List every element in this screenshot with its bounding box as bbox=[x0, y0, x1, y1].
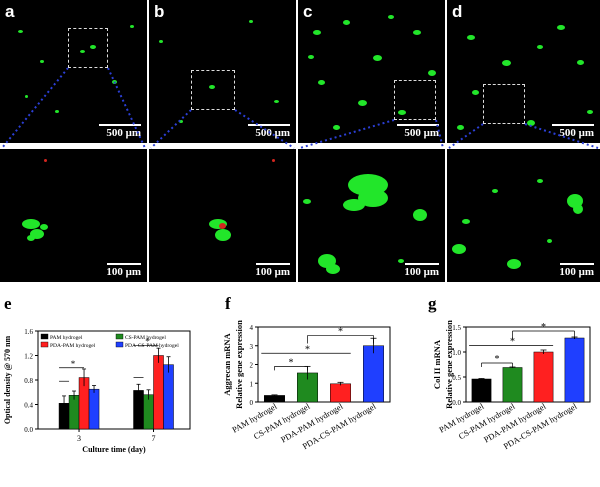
y-tick-label-g: 0.0 bbox=[452, 399, 461, 407]
y-tick-label-g: 1.0 bbox=[452, 349, 461, 357]
y-axis-title-g: Col II mRNA bbox=[432, 339, 442, 389]
scale-label-a: 500 μm bbox=[106, 127, 141, 139]
legend-label-e: PDA-PAM hydrogel bbox=[50, 343, 96, 349]
y-axis-label-e: Optical density @ 570 nm bbox=[3, 336, 12, 425]
panel-letter-b: b bbox=[154, 2, 165, 21]
scale-label-b-zoom: 100 μm bbox=[255, 266, 290, 278]
zoom-connector-lines bbox=[1, 67, 599, 149]
bar-f bbox=[330, 383, 351, 403]
legend-label-e: CS-PAM hydrogel bbox=[125, 335, 166, 341]
micrograph-b-zoom: 100 μm bbox=[149, 149, 296, 282]
bar-e bbox=[143, 394, 154, 430]
scale-bar-a: 500 μm bbox=[99, 124, 141, 139]
bar-g bbox=[564, 337, 585, 403]
panel-letter-f: f bbox=[225, 294, 231, 313]
sig-star-f: * bbox=[289, 357, 294, 368]
x-tick-label-e: 7 bbox=[152, 434, 156, 443]
bar-e bbox=[153, 355, 164, 430]
zoom-region-box bbox=[394, 80, 436, 120]
y-axis-title-f: Aggrecan mRNA bbox=[222, 332, 232, 395]
sig-star-g: * bbox=[541, 322, 546, 333]
zoom-region-box bbox=[483, 84, 525, 124]
sig-star-f: * bbox=[305, 344, 310, 355]
zoom-region-box bbox=[68, 28, 108, 68]
y-tick-label-e: 0.4 bbox=[24, 402, 33, 410]
panel-letter-e: e bbox=[4, 294, 12, 313]
y-tick-label-e: 0.8 bbox=[24, 377, 33, 385]
y-tick-label-f: 0 bbox=[250, 399, 254, 407]
micrograph-b: b 500 μm bbox=[149, 0, 296, 143]
bar-f bbox=[363, 345, 384, 403]
y-tick-label-e: 1.2 bbox=[24, 353, 33, 361]
legend-swatch-e bbox=[40, 333, 49, 340]
scale-label-d: 500 μm bbox=[559, 127, 594, 139]
legend-swatch-e bbox=[40, 341, 49, 348]
micrograph-d: d 500 μm bbox=[447, 0, 600, 143]
micrograph-d-zoom: 100 μm bbox=[447, 149, 600, 282]
micrograph-c-zoom: 100 μm bbox=[298, 149, 445, 282]
scale-label-c: 500 μm bbox=[404, 127, 439, 139]
sig-star-g: * bbox=[495, 354, 500, 365]
bar-e bbox=[68, 395, 80, 430]
legend-label-e: PAM hydrogel bbox=[50, 335, 83, 341]
micrograph-c: c 500 μm bbox=[298, 0, 445, 143]
bar-f bbox=[264, 395, 285, 403]
panel-letter-g: g bbox=[428, 294, 437, 313]
zoom-region-box bbox=[191, 70, 235, 110]
scale-bar-c-zoom: 100 μm bbox=[404, 263, 439, 278]
sig-star-f: * bbox=[338, 326, 343, 337]
panel-letter-d: d bbox=[452, 2, 463, 21]
bar-g bbox=[502, 367, 523, 403]
scale-label-b: 500 μm bbox=[255, 127, 290, 139]
y-tick-label-f: 4 bbox=[250, 324, 254, 332]
sig-star-e: * bbox=[71, 359, 76, 369]
x-tick-label-e: 3 bbox=[77, 434, 81, 443]
scale-bar-b: 500 μm bbox=[248, 124, 290, 139]
y-tick-label-f: 2 bbox=[250, 362, 254, 370]
bar-g bbox=[533, 351, 554, 403]
sig-star-e: * bbox=[145, 337, 150, 347]
scale-label-d-zoom: 100 μm bbox=[559, 266, 594, 278]
panel-letter-c: c bbox=[303, 2, 313, 21]
y-tick-label-g: 0.5 bbox=[452, 374, 461, 382]
y-axis-label-f: Relative gene expression bbox=[234, 320, 244, 409]
scale-bar-c: 500 μm bbox=[397, 124, 439, 139]
micrograph-a-zoom: 100 μm bbox=[0, 149, 147, 282]
y-tick-label-g: 1.5 bbox=[452, 324, 461, 332]
micrograph-a: a 500 μm bbox=[0, 0, 147, 143]
panel-letter-a: a bbox=[5, 2, 15, 21]
scale-label-a-zoom: 100 μm bbox=[106, 266, 141, 278]
plot-frame-g bbox=[465, 326, 591, 403]
scale-bar-d: 500 μm bbox=[552, 124, 594, 139]
legend-swatch-e bbox=[115, 333, 124, 340]
charts-area: e 0.0 0.4 0.8 1.2 1.6 Optical density @ 570 nm… bbox=[3, 294, 591, 454]
scale-bar-a-zoom: 100 μm bbox=[106, 263, 141, 278]
legend-label-e: PDA-CS-PAM hydrogel bbox=[125, 343, 179, 349]
sig-star-g: * bbox=[510, 337, 515, 348]
bar-g bbox=[471, 378, 492, 403]
bar-e bbox=[88, 388, 100, 430]
scale-bar-b-zoom: 100 μm bbox=[255, 263, 290, 278]
bar-e bbox=[163, 364, 174, 430]
scale-label-c-zoom: 100 μm bbox=[404, 266, 439, 278]
y-axis-label-g: Relative gene expression bbox=[444, 320, 454, 409]
y-tick-label-f: 3 bbox=[250, 343, 254, 351]
scale-bar-d-zoom: 100 μm bbox=[559, 263, 594, 278]
x-axis-label-e: Culture time (day) bbox=[82, 445, 146, 454]
legend-swatch-e bbox=[115, 341, 124, 348]
y-tick-label-e: 1.6 bbox=[24, 328, 33, 336]
y-tick-label-e: 0.0 bbox=[24, 426, 33, 434]
y-tick-label-f: 1 bbox=[250, 380, 254, 388]
